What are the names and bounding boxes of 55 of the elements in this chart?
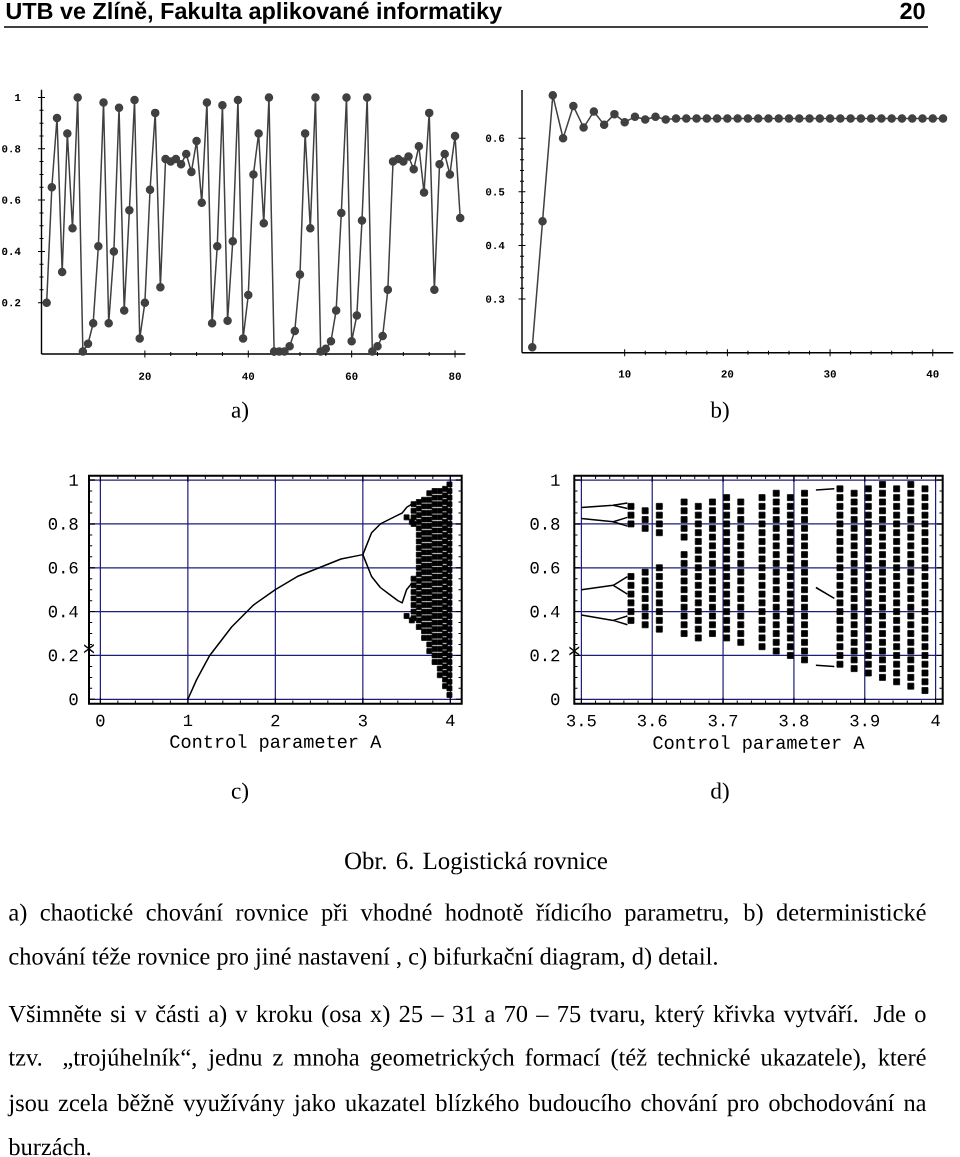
y-tick-label: 0.2	[2, 299, 21, 307]
y-tick-label: 0.4	[530, 605, 560, 618]
text: jsou zcela běžně využívány jako ukazatel blízkého budoucího chování pro obchodování na	[7, 1094, 927, 1117]
y-tick-label: 1	[69, 474, 78, 486]
text: b)	[710, 401, 729, 423]
x-tick-label: 80	[449, 372, 461, 380]
x-tick-label: 30	[824, 370, 836, 378]
x-axis-title: Control parameter A	[170, 734, 382, 752]
x-tick-label: 3.5	[566, 714, 596, 727]
text: d)	[711, 782, 729, 804]
x-tick-label: 3.8	[779, 714, 809, 727]
y-tick-label: 0.8	[530, 518, 560, 530]
x-tick-label: 3.9	[850, 714, 880, 727]
y-tick-label: 1	[551, 474, 560, 486]
text: Obr. 6. Logistická rovnice	[345, 851, 608, 875]
y-tick-label: 0.8	[48, 518, 78, 530]
x-tick-label: 40	[242, 372, 255, 380]
y-tick-label: 1	[15, 93, 21, 102]
y-tick-label: 0	[69, 693, 78, 706]
x-tick-label: 1	[183, 714, 193, 727]
x-tick-label: 4	[931, 714, 940, 727]
y-tick-label: 0.6	[530, 561, 560, 574]
y-tick-label: 0.6	[2, 196, 21, 204]
y-tick-label: 0.2	[48, 649, 78, 662]
text: a)	[231, 401, 249, 423]
y-tick-label: 0.6	[486, 134, 505, 142]
text: UTB ve Zlíně, Fakulta aplikované informatiky	[6, 1, 503, 24]
x-axis-title: Control parameter A	[653, 735, 865, 753]
x-tick-label: 2	[271, 714, 280, 727]
x-tick-label: 4	[446, 714, 455, 727]
x-tick-label: 20	[721, 370, 734, 378]
y-tick-label: 0.4	[2, 247, 21, 256]
y-tick-label: 0.4	[48, 605, 78, 618]
y-tick-label: 0	[551, 693, 560, 706]
text: tzv. „trojúhelník“, jednu z mnoha geometrických formací (též technické ukazatele), které	[8, 1048, 926, 1071]
y-tick-label: 0.4	[486, 241, 505, 250]
y-tick-label: 0.3	[486, 295, 505, 303]
text: 20	[900, 2, 925, 20]
text: burzách.	[8, 1138, 91, 1156]
y-tick-label: 0.6	[48, 561, 78, 574]
x-tick-label: 10	[618, 370, 631, 378]
y-tick-label: 0.5	[486, 188, 505, 196]
text: a) chaotické chování rovnice při vhodné hodnotě řídicího parametru, b) deterministické	[9, 903, 926, 926]
x-tick-label: 3.7	[708, 714, 738, 727]
x-tick-label: 40	[926, 370, 939, 378]
x-tick-label: 0	[96, 714, 105, 727]
x-tick-label: 3	[358, 714, 367, 727]
text: Všimněte si v části a) v kroku (osa x) 25 – 31 a 70 – 75 tvaru, který křivka vytváří. Jde o	[8, 1005, 926, 1028]
x-tick-label: 3.6	[637, 714, 667, 727]
x-tick-label: 20	[139, 372, 151, 380]
text: chování téže rovnice pro jiné nastavení , c) bifurkační diagram, d) detail.	[9, 947, 717, 970]
text: c)	[231, 782, 249, 804]
y-tick-label: 0.2	[530, 649, 560, 662]
y-tick-label: 0.8	[2, 145, 21, 153]
x-tick-label: 60	[345, 372, 358, 380]
